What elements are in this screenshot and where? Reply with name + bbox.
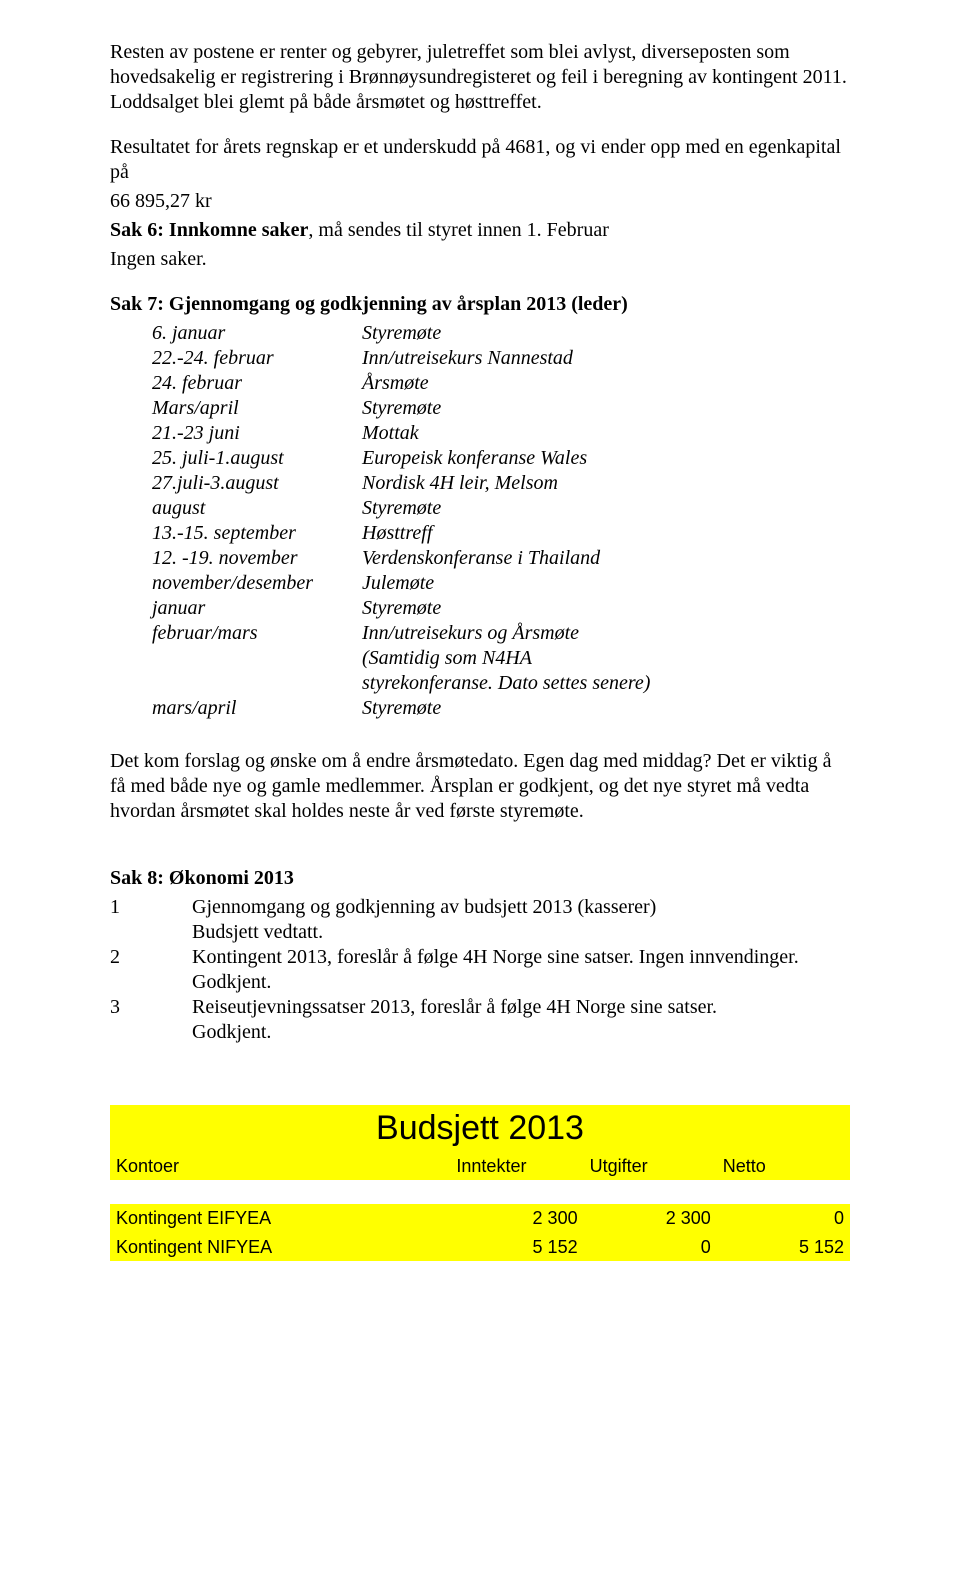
sak8-item: 2 Kontingent 2013, foreslår å følge 4H N… — [110, 945, 850, 970]
plan-text: Verdenskonferanse i Thailand — [362, 546, 850, 571]
plan-date — [152, 646, 362, 671]
plan-text: Nordisk 4H leir, Melsom — [362, 471, 850, 496]
plan-row: (Samtidig som N4HA — [152, 646, 850, 671]
plan-text: Styremøte — [362, 596, 850, 621]
plan-text: Styremøte — [362, 496, 850, 521]
sak6-label: Sak 6: Innkomne saker — [110, 219, 308, 241]
plan-row: 24. februarÅrsmøte — [152, 371, 850, 396]
yearplan-table: 6. januarStyremøte 22.-24. februarInn/ut… — [152, 321, 850, 721]
budget-cell-inntekter: 2 300 — [450, 1204, 583, 1233]
plan-text: Europeisk konferanse Wales — [362, 446, 850, 471]
plan-row: 13.-15. septemberHøsttreff — [152, 521, 850, 546]
plan-text: styrekonferanse. Dato settes senere) — [362, 671, 850, 696]
budget-title: Budsjett 2013 — [110, 1105, 850, 1152]
plan-text: Inn/utreisekurs og Årsmøte — [362, 621, 850, 646]
plan-text: (Samtidig som N4HA — [362, 646, 850, 671]
budget-cell-netto: 5 152 — [717, 1233, 850, 1262]
mid-paragraph: Det kom forslag og ønske om å endre årsm… — [110, 749, 850, 824]
plan-date: 22.-24. februar — [152, 346, 362, 371]
budget-table: Budsjett 2013 Kontoer Inntekter Utgifter… — [110, 1105, 850, 1261]
plan-date: Mars/april — [152, 396, 362, 421]
sak8-item: 1 Gjennomgang og godkjenning av budsjett… — [110, 895, 850, 920]
sak6-line: Sak 6: Innkomne saker, må sendes til sty… — [110, 218, 850, 243]
sak8-text: Kontingent 2013, foreslår å følge 4H Nor… — [192, 945, 850, 970]
budget-cell-utgifter: 2 300 — [584, 1204, 717, 1233]
plan-row: 6. januarStyremøte — [152, 321, 850, 346]
plan-text: Julemøte — [362, 571, 850, 596]
plan-date: 24. februar — [152, 371, 362, 396]
budget-row: Kontingent EIFYEA 2 300 2 300 0 — [110, 1204, 850, 1233]
plan-row: 21.-23 juniMottak — [152, 421, 850, 446]
plan-text: Inn/utreisekurs Nannestad — [362, 346, 850, 371]
sak8-subline: Godkjent. — [192, 970, 850, 995]
plan-row: 22.-24. februarInn/utreisekurs Nannestad — [152, 346, 850, 371]
sak8-list: 1 Gjennomgang og godkjenning av budsjett… — [110, 895, 850, 1045]
intro-paragraph-1: Resten av postene er renter og gebyrer, … — [110, 40, 850, 115]
budget-header-row: Kontoer Inntekter Utgifter Netto — [110, 1152, 850, 1181]
plan-date: 25. juli-1.august — [152, 446, 362, 471]
sak8-text: Gjennomgang og godkjenning av budsjett 2… — [192, 895, 850, 920]
budget-cell-netto: 0 — [717, 1204, 850, 1233]
plan-row: 27.juli-3.augustNordisk 4H leir, Melsom — [152, 471, 850, 496]
plan-row: augustStyremøte — [152, 496, 850, 521]
budget-col-utgifter: Utgifter — [584, 1152, 717, 1181]
plan-date: august — [152, 496, 362, 521]
sak7-heading: Sak 7: Gjennomgang og godkjenning av års… — [110, 292, 850, 317]
plan-date: 12. -19. november — [152, 546, 362, 571]
budget-cell-inntekter: 5 152 — [450, 1233, 583, 1262]
sak6-none: Ingen saker. — [110, 247, 850, 272]
budget-col-netto: Netto — [717, 1152, 850, 1181]
plan-row: 12. -19. novemberVerdenskonferanse i Tha… — [152, 546, 850, 571]
plan-row: november/desemberJulemøte — [152, 571, 850, 596]
plan-text: Styremøte — [362, 396, 850, 421]
plan-date: 13.-15. september — [152, 521, 362, 546]
plan-date: 27.juli-3.august — [152, 471, 362, 496]
plan-date: 6. januar — [152, 321, 362, 346]
plan-row: februar/marsInn/utreisekurs og Årsmøte — [152, 621, 850, 646]
plan-date: 21.-23 juni — [152, 421, 362, 446]
budget-title-row: Budsjett 2013 — [110, 1105, 850, 1152]
budget-col-inntekter: Inntekter — [450, 1152, 583, 1181]
sak8-num: 2 — [110, 945, 192, 970]
plan-text: Årsmøte — [362, 371, 850, 396]
budget-col-kontoer: Kontoer — [110, 1152, 450, 1181]
plan-text: Høsttreff — [362, 521, 850, 546]
sak8-heading: Sak 8: Økonomi 2013 — [110, 866, 850, 891]
plan-row: 25. juli-1.augustEuropeisk konferanse Wa… — [152, 446, 850, 471]
plan-text: Styremøte — [362, 696, 850, 721]
plan-row: Mars/aprilStyremøte — [152, 396, 850, 421]
sak8-text: Reiseutjevningssatser 2013, foreslår å f… — [192, 995, 850, 1020]
sak8-num: 3 — [110, 995, 192, 1020]
plan-date: november/desember — [152, 571, 362, 596]
sak8-subline: Budsjett vedtatt. — [192, 920, 850, 945]
plan-row: mars/aprilStyremøte — [152, 696, 850, 721]
plan-text: Mottak — [362, 421, 850, 446]
budget-block: Budsjett 2013 Kontoer Inntekter Utgifter… — [110, 1105, 850, 1261]
sak6-rest: , må sendes til styret innen 1. Februar — [308, 219, 609, 241]
sak8-subline: Godkjent. — [192, 1020, 850, 1045]
budget-cell-label: Kontingent NIFYEA — [110, 1233, 450, 1262]
budget-cell-label: Kontingent EIFYEA — [110, 1204, 450, 1233]
plan-date: mars/april — [152, 696, 362, 721]
plan-date: februar/mars — [152, 621, 362, 646]
intro-egenkapital: 66 895,27 kr — [110, 189, 850, 214]
sak8-item: 3 Reiseutjevningssatser 2013, foreslår å… — [110, 995, 850, 1020]
plan-date: januar — [152, 596, 362, 621]
budget-row: Kontingent NIFYEA 5 152 0 5 152 — [110, 1233, 850, 1262]
intro-paragraph-2: Resultatet for årets regnskap er et unde… — [110, 135, 850, 185]
plan-date — [152, 671, 362, 696]
plan-row: styrekonferanse. Dato settes senere) — [152, 671, 850, 696]
plan-text: Styremøte — [362, 321, 850, 346]
budget-spacer — [110, 1180, 850, 1204]
plan-row: januarStyremøte — [152, 596, 850, 621]
budget-cell-utgifter: 0 — [584, 1233, 717, 1262]
sak8-num: 1 — [110, 895, 192, 920]
